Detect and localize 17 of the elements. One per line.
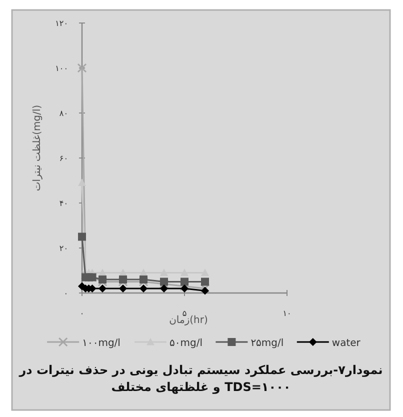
legend-label: water bbox=[332, 338, 362, 349]
legend-label: ۲۵mg/l bbox=[250, 338, 284, 349]
legend-label: ۱۰۰mg/l bbox=[82, 338, 120, 349]
y-tick-label: ۲۰ bbox=[59, 244, 68, 253]
x-tick-label: ۰ bbox=[80, 309, 84, 318]
y-tick-label: ۱۰۰ bbox=[55, 64, 68, 73]
y-tick-label: ۴۰ bbox=[59, 199, 68, 208]
text: نمودار۷-بررسی عملکرد سیستم تبادل یونی در حذف نیترات در ۱۰۰۰=TDS و غلظتهای مختلف bbox=[18, 362, 384, 396]
x-tick-label: ۵ bbox=[182, 309, 187, 318]
y-tick-label: ۱۲۰ bbox=[55, 19, 68, 28]
y-tick-label: ۸۰ bbox=[59, 109, 68, 118]
x-axis-title: زمان(hr) bbox=[169, 315, 208, 326]
x-tick-label: ۱۰ bbox=[282, 309, 292, 318]
y-tick-label: ۶۰ bbox=[59, 154, 68, 163]
y-axis-title: غلظت نیترات(mg/l) bbox=[32, 104, 43, 192]
y-tick-label: ۰ bbox=[64, 289, 68, 298]
legend-label: ۵۰mg/l bbox=[170, 338, 202, 349]
